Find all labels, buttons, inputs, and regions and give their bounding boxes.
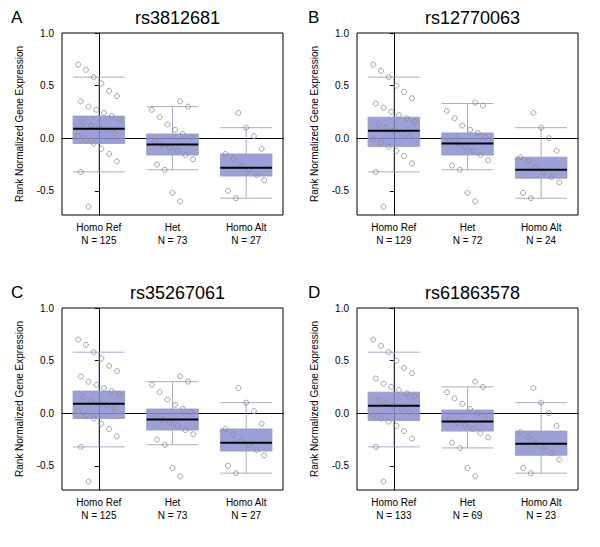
svg-text:Homo Ref: Homo Ref [76, 497, 121, 508]
svg-text:1.0: 1.0 [40, 28, 54, 39]
svg-text:Rank Normalized Gene Expressio: Rank Normalized Gene Expression [14, 321, 25, 477]
svg-text:Homo Alt: Homo Alt [521, 497, 562, 508]
svg-text:B: B [308, 8, 319, 27]
svg-text:0.0: 0.0 [335, 133, 349, 144]
svg-text:C: C [11, 283, 23, 302]
svg-text:rs3812681: rs3812681 [135, 8, 220, 28]
svg-text:1.0: 1.0 [335, 28, 349, 39]
svg-text:-0.5: -0.5 [37, 460, 55, 471]
svg-text:N = 24: N = 24 [526, 235, 556, 246]
svg-text:1.0: 1.0 [335, 303, 349, 314]
svg-text:N = 27: N = 27 [231, 510, 261, 521]
svg-text:N = 133: N = 133 [376, 510, 412, 521]
svg-text:rs12770063: rs12770063 [425, 8, 520, 28]
svg-text:N = 125: N = 125 [81, 510, 117, 521]
svg-text:Homo Alt: Homo Alt [226, 497, 267, 508]
svg-text:Het: Het [165, 222, 181, 233]
svg-text:0.0: 0.0 [335, 408, 349, 419]
svg-text:Homo Ref: Homo Ref [371, 497, 416, 508]
svg-text:-0.5: -0.5 [332, 185, 350, 196]
svg-text:Homo Ref: Homo Ref [371, 222, 416, 233]
svg-text:Homo Ref: Homo Ref [76, 222, 121, 233]
svg-text:D: D [308, 283, 320, 302]
svg-text:N = 73: N = 73 [158, 510, 188, 521]
svg-text:0.5: 0.5 [40, 80, 54, 91]
svg-text:N = 23: N = 23 [526, 510, 556, 521]
svg-text:-0.5: -0.5 [332, 460, 350, 471]
svg-text:A: A [11, 8, 23, 27]
svg-text:N = 73: N = 73 [158, 235, 188, 246]
svg-text:Het: Het [460, 497, 476, 508]
svg-text:rs35267061: rs35267061 [130, 283, 225, 303]
svg-text:Rank Normalized Gene Expressio: Rank Normalized Gene Expression [14, 46, 25, 202]
svg-text:N = 27: N = 27 [231, 235, 261, 246]
svg-text:Rank Normalized Gene Expressio: Rank Normalized Gene Expression [309, 321, 320, 477]
svg-text:rs61863578: rs61863578 [425, 283, 520, 303]
svg-text:Homo Alt: Homo Alt [226, 222, 267, 233]
svg-text:Het: Het [460, 222, 476, 233]
svg-text:Rank Normalized Gene Expressio: Rank Normalized Gene Expression [309, 46, 320, 202]
svg-text:-0.5: -0.5 [37, 185, 55, 196]
svg-text:0.5: 0.5 [40, 355, 54, 366]
svg-text:N = 125: N = 125 [81, 235, 117, 246]
svg-text:0.0: 0.0 [40, 408, 54, 419]
svg-text:0.5: 0.5 [335, 80, 349, 91]
svg-text:Homo Alt: Homo Alt [521, 222, 562, 233]
svg-text:N = 69: N = 69 [453, 510, 483, 521]
svg-text:0.5: 0.5 [335, 355, 349, 366]
svg-text:0.0: 0.0 [40, 133, 54, 144]
svg-text:1.0: 1.0 [40, 303, 54, 314]
svg-text:N = 72: N = 72 [453, 235, 483, 246]
svg-text:Het: Het [165, 497, 181, 508]
svg-text:N = 129: N = 129 [376, 235, 412, 246]
